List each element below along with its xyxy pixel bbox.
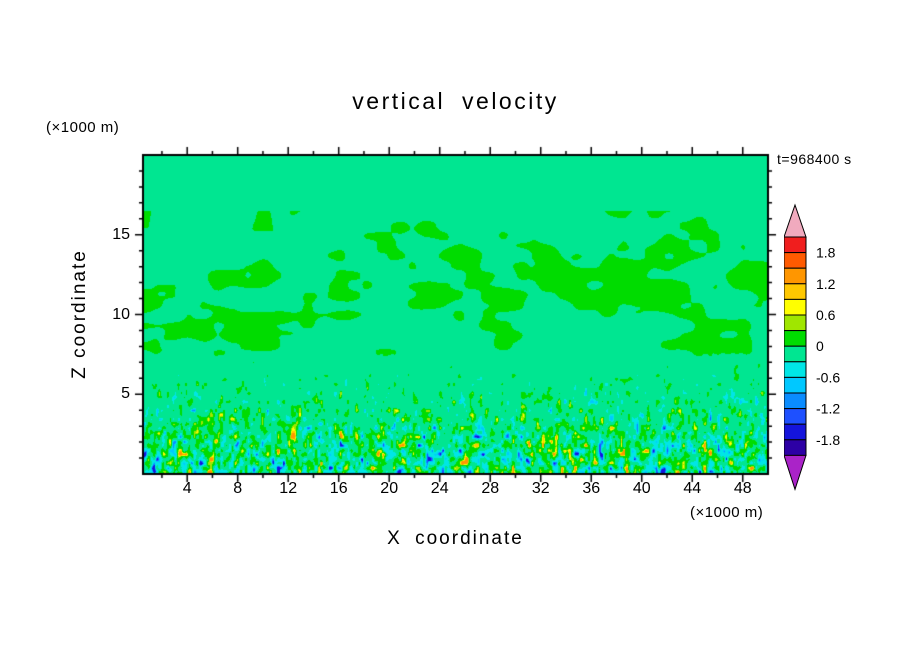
- colorbar-band: [784, 361, 807, 378]
- time-annotation: t=968400 s: [777, 151, 852, 167]
- colorbar-band: [784, 298, 807, 316]
- colorbar-band: [784, 267, 807, 285]
- colorbar: 1.8 1.2 0.6 0 -0.6 -1.2 -1.8: [784, 203, 840, 492]
- y-tick-label: 10: [112, 305, 130, 323]
- colorbar-band: [784, 330, 807, 347]
- colorbar-band: [784, 236, 807, 254]
- colorbar-band: [784, 283, 807, 300]
- colorbar-band: [784, 392, 807, 410]
- x-axis-unit: (×1000 m): [690, 504, 764, 521]
- chart-title: vertical velocity: [352, 88, 559, 114]
- y-tick-label: 5: [121, 385, 130, 403]
- colorbar-band: [784, 423, 807, 441]
- colorbar-tick-label: 1.2: [816, 276, 836, 292]
- y-axis-unit: (×1000 m): [46, 119, 120, 136]
- colorbar-under-arrow: [784, 454, 807, 492]
- colorbar-band: [784, 439, 807, 456]
- y-axis-label: Z coordinate: [69, 249, 90, 379]
- colorbar-band: [784, 376, 807, 394]
- colorbar-tick-label: -1.2: [816, 401, 840, 417]
- colorbar-band: [784, 408, 807, 425]
- heatmap-plot: [133, 145, 778, 484]
- colorbar-band: [784, 314, 807, 332]
- colorbar-tick-label: -0.6: [816, 369, 840, 385]
- colorbar-band: [784, 345, 807, 363]
- colorbar-tick-label: 1.8: [816, 245, 836, 261]
- x-axis-label: X coordinate: [387, 528, 524, 549]
- colorbar-band: [784, 252, 807, 269]
- colorbar-tick-label: -1.8: [816, 432, 840, 448]
- colorbar-over-arrow: [784, 203, 807, 238]
- colorbar-tick-label: 0: [816, 338, 824, 354]
- colorbar-tick-label: 0.6: [816, 307, 836, 323]
- y-tick-label: 15: [112, 225, 130, 243]
